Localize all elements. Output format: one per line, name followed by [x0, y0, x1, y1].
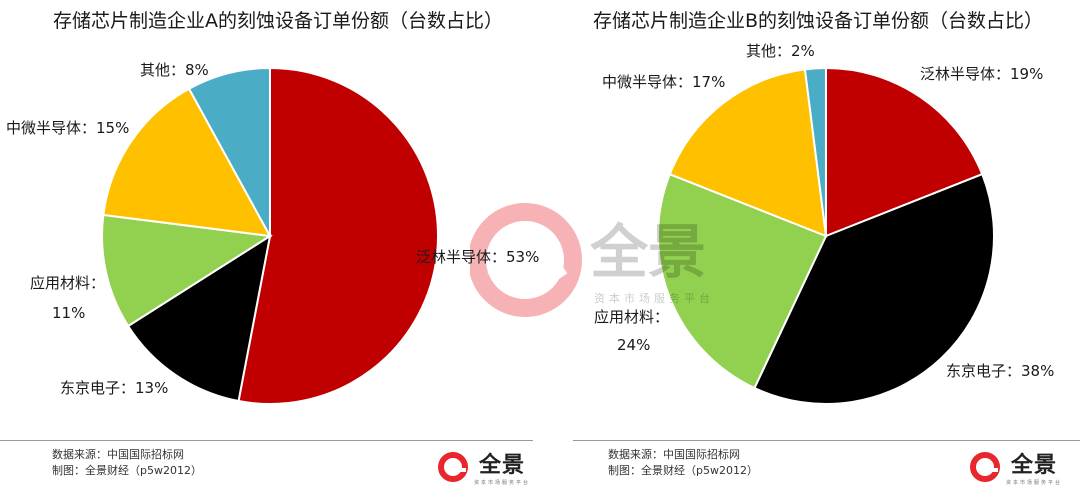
brand-logo-b: 全景 资本市场服务平台 — [968, 447, 1062, 486]
chart-b-label-qita: 其他：2% — [746, 42, 815, 60]
footer-divider-a — [0, 440, 533, 441]
logo-subtitle: 资本市场服务平台 — [474, 480, 531, 486]
pie-a-slice-2 — [101, 213, 273, 328]
chart-b-label-dongjing: 东京电子：38% — [946, 362, 1055, 380]
pie-a-slice-3 — [102, 87, 272, 238]
chart-b-credit: 制图：全景财经（p5w2012） — [608, 464, 758, 477]
pie-a-slice-4 — [187, 66, 271, 237]
pie-a-slice-1 — [126, 233, 272, 403]
chart-a-label-fanlin: 泛林半导体：53% — [416, 248, 540, 266]
chart-a-label-dongjing: 东京电子：13% — [60, 379, 169, 397]
brand-logo-a: 全景 资本市场服务平台 — [436, 447, 530, 486]
chart-a-credit: 制图：全景财经（p5w2012） — [52, 464, 202, 477]
chart-a-label-qita: 其他：8% — [140, 61, 209, 79]
footer-divider-b — [573, 440, 1080, 441]
pie-a-slice-0 — [237, 66, 439, 405]
logo-name: 全景 — [1011, 453, 1058, 478]
pie-b-slice-1 — [753, 172, 995, 405]
chart-b-title: 存储芯片制造企业B的刻蚀设备订单份额（台数占比） — [592, 10, 1044, 32]
logo-mark-icon — [970, 451, 1000, 482]
pie-b-slice-3 — [668, 68, 828, 238]
chart-a-title: 存储芯片制造企业A的刻蚀设备订单份额（台数占比） — [53, 10, 503, 32]
logo-name: 全景 — [479, 453, 526, 478]
chart-b-label-zhongwei: 中微半导体：17% — [602, 73, 726, 91]
chart-b-source: 数据来源：中国国际招标网 — [608, 448, 740, 461]
chart-b-label-fanlin: 泛林半导体：19% — [920, 65, 1044, 83]
pie-b-slice-4 — [803, 66, 827, 237]
chart-a-label-zhongwei: 中微半导体：15% — [6, 119, 130, 137]
chart-a-source: 数据来源：中国国际招标网 — [52, 448, 184, 461]
pie-b-slice-2 — [657, 172, 828, 390]
chart-b-label-yingyong-2: 24% — [617, 336, 651, 354]
pie-b-slice-0 — [825, 66, 984, 238]
chart-a-label-yingyong-1: 应用材料： — [30, 274, 106, 292]
logo-subtitle: 资本市场服务平台 — [1006, 480, 1063, 486]
chart-a-label-yingyong-2: 11% — [52, 304, 86, 322]
logo-mark-icon — [438, 451, 468, 482]
chart-b-label-yingyong-1: 应用材料： — [594, 308, 670, 326]
